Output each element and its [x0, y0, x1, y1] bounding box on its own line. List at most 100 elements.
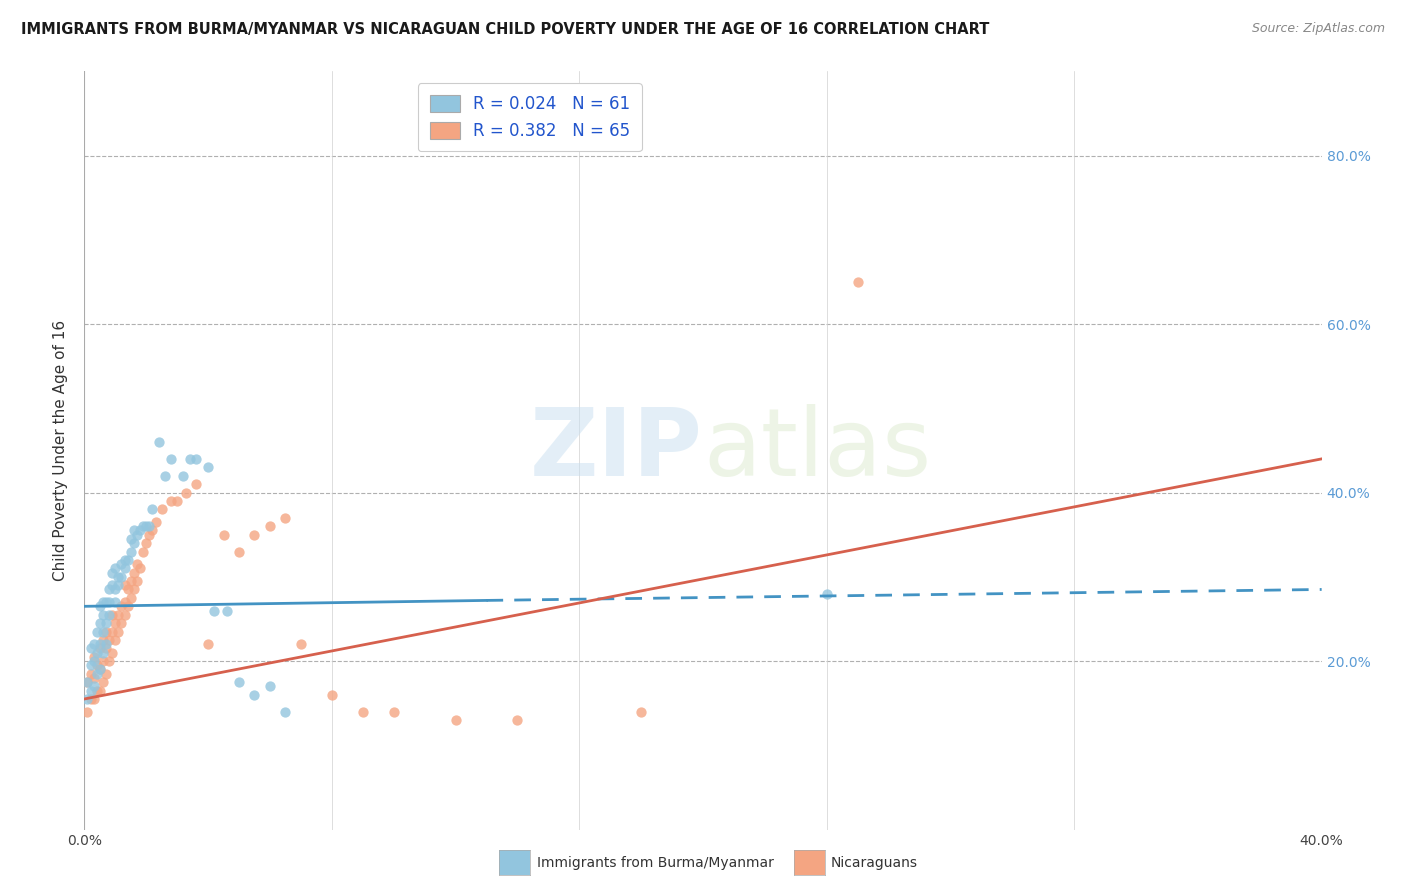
Point: [138, 519, 160, 533]
Point: [101, 624, 124, 639]
Text: Nicaraguans: Nicaraguans: [831, 856, 918, 871]
Point: [94, 637, 117, 651]
Point: [228, 544, 250, 558]
Point: [382, 705, 405, 719]
Point: [91, 607, 114, 622]
Point: [76, 692, 98, 706]
Point: [83, 679, 105, 693]
Point: [184, 451, 207, 466]
Point: [243, 527, 266, 541]
Point: [98, 633, 121, 648]
Point: [153, 468, 176, 483]
Point: [160, 451, 183, 466]
Point: [98, 595, 121, 609]
Point: [506, 713, 529, 727]
Point: [122, 524, 145, 538]
Point: [197, 460, 219, 475]
Point: [89, 683, 111, 698]
Text: ZIP: ZIP: [530, 404, 703, 497]
Point: [104, 616, 127, 631]
Point: [120, 532, 142, 546]
Point: [101, 566, 124, 580]
Point: [91, 654, 114, 668]
Point: [630, 705, 652, 719]
Point: [89, 637, 111, 651]
Point: [321, 688, 343, 702]
Point: [114, 553, 136, 567]
Point: [122, 582, 145, 597]
Point: [101, 578, 124, 592]
Point: [117, 582, 139, 597]
Point: [125, 557, 148, 572]
Point: [228, 675, 250, 690]
Point: [160, 494, 183, 508]
Point: [120, 591, 142, 605]
Point: [101, 607, 124, 622]
Point: [79, 692, 101, 706]
Point: [117, 599, 139, 614]
Point: [76, 675, 98, 690]
Point: [91, 624, 114, 639]
Point: [107, 607, 129, 622]
Point: [98, 654, 121, 668]
Point: [94, 616, 117, 631]
Point: [89, 599, 111, 614]
Point: [79, 666, 101, 681]
Point: [83, 637, 105, 651]
Point: [125, 527, 148, 541]
Point: [86, 666, 108, 681]
Point: [132, 544, 155, 558]
Point: [179, 451, 201, 466]
Point: [259, 679, 281, 693]
Point: [110, 616, 132, 631]
Point: [176, 485, 198, 500]
Point: [129, 561, 152, 575]
Point: [79, 683, 101, 698]
Point: [125, 574, 148, 588]
Point: [129, 524, 152, 538]
Point: [104, 582, 127, 597]
Point: [94, 595, 117, 609]
Point: [117, 553, 139, 567]
Point: [114, 561, 136, 575]
Point: [76, 675, 98, 690]
Point: [86, 624, 108, 639]
Point: [91, 595, 114, 609]
Point: [815, 587, 838, 601]
Point: [138, 527, 160, 541]
Point: [110, 599, 132, 614]
Point: [141, 524, 163, 538]
Point: [274, 511, 297, 525]
Point: [91, 646, 114, 660]
Point: [89, 663, 111, 677]
Point: [259, 519, 281, 533]
Point: [98, 582, 121, 597]
Point: [114, 607, 136, 622]
Y-axis label: Child Poverty Under the Age of 16: Child Poverty Under the Age of 16: [53, 320, 69, 581]
Point: [83, 692, 105, 706]
Point: [846, 275, 869, 289]
Point: [135, 519, 157, 533]
Point: [122, 566, 145, 580]
Point: [101, 646, 124, 660]
Point: [76, 705, 98, 719]
Point: [104, 595, 127, 609]
Point: [150, 502, 173, 516]
Point: [107, 624, 129, 639]
Point: [141, 502, 163, 516]
Point: [145, 515, 167, 529]
Point: [107, 578, 129, 592]
Point: [104, 633, 127, 648]
Point: [172, 468, 194, 483]
Text: Source: ZipAtlas.com: Source: ZipAtlas.com: [1251, 22, 1385, 36]
Point: [352, 705, 374, 719]
Point: [120, 544, 142, 558]
Text: atlas: atlas: [703, 404, 931, 497]
Point: [110, 557, 132, 572]
Point: [166, 494, 188, 508]
Point: [114, 595, 136, 609]
Point: [184, 477, 207, 491]
Point: [132, 519, 155, 533]
Point: [83, 671, 105, 685]
Point: [83, 654, 105, 668]
